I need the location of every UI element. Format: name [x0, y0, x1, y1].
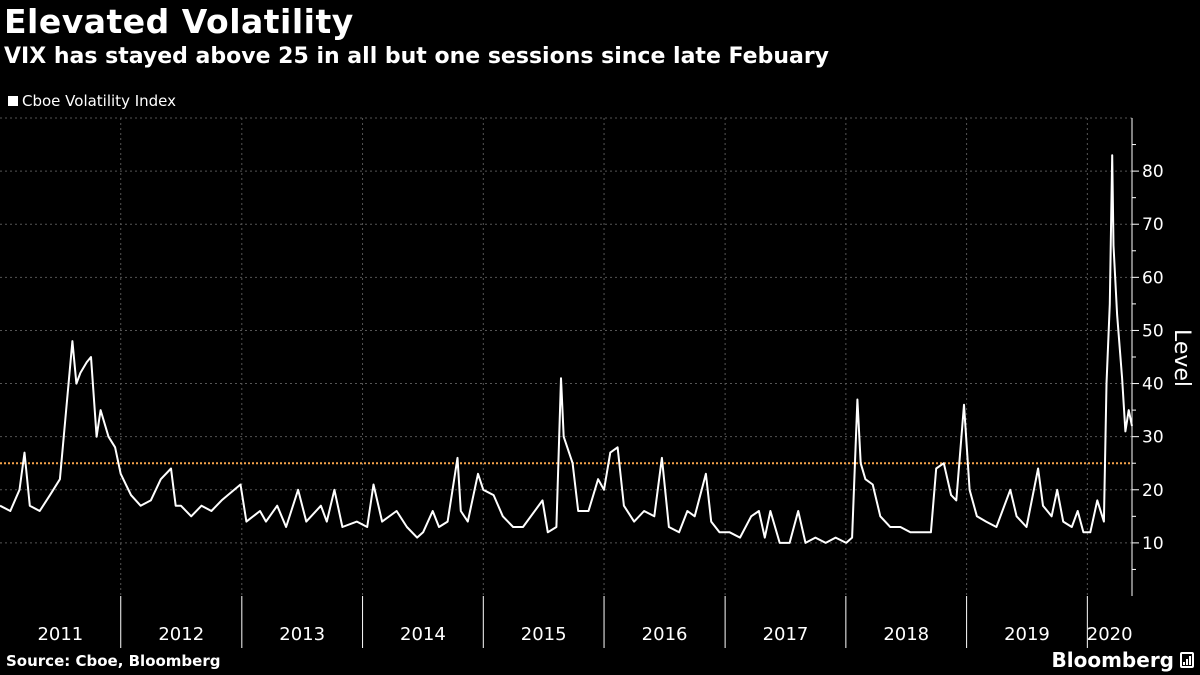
x-tick-label: 2016: [642, 624, 688, 645]
x-tick-label: 2019: [1004, 624, 1050, 645]
bloomberg-logo: Bloomberg: [1052, 648, 1194, 672]
y-axis-label: Level: [1169, 329, 1194, 387]
y-tick-label: 60: [1142, 268, 1164, 288]
chart-subtitle: VIX has stayed above 25 in all but one s…: [4, 44, 830, 69]
x-tick-label: 2017: [763, 624, 809, 645]
legend-label: Cboe Volatility Index: [22, 92, 177, 110]
legend-swatch: [8, 96, 18, 106]
brand-name: Bloomberg: [1051, 648, 1174, 672]
x-tick-label: 2011: [37, 624, 83, 645]
y-tick-label: 30: [1142, 428, 1164, 448]
x-tick-label: 2018: [883, 624, 929, 645]
legend: Cboe Volatility Index: [8, 92, 176, 110]
x-tick-label: 2020: [1087, 624, 1133, 645]
bar-chart-icon: [1180, 652, 1194, 668]
series-layer: [0, 154, 1133, 544]
x-axis: 2011 2012 2013 2014 2015 2016 2017 2018 2019 2020: [37, 596, 1133, 648]
x-tick-label: 2014: [400, 624, 446, 645]
y-tick-label: 70: [1142, 215, 1164, 235]
grid-layer: [0, 117, 1132, 596]
y-tick-label: 80: [1142, 162, 1164, 182]
x-tick-label: 2012: [158, 624, 204, 645]
x-tick-label: 2013: [279, 624, 325, 645]
chart-title: Elevated Volatility: [4, 2, 354, 41]
source-note: Source: Cboe, Bloomberg: [6, 652, 221, 670]
y-tick-label: 10: [1142, 534, 1164, 554]
series-line-vix: [0, 154, 1133, 544]
y-axis: 10 20 30 40 50 60 70 80: [1131, 118, 1164, 596]
y-tick-label: 50: [1142, 321, 1164, 341]
y-tick-label: 20: [1142, 481, 1164, 501]
y-tick-label: 40: [1142, 375, 1164, 395]
x-tick-label: 2015: [521, 624, 567, 645]
